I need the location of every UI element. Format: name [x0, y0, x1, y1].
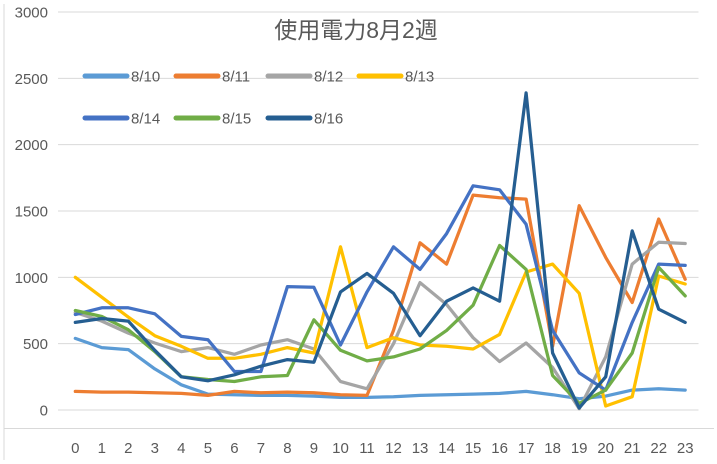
- series-line-8/13: [73, 245, 687, 408]
- series-line-8/14: [73, 184, 687, 392]
- y-tick-label-0: 0: [40, 403, 48, 420]
- y-tick-label-3000: 3000: [15, 5, 48, 22]
- x-tick-label-7: 7: [257, 440, 265, 457]
- legend-label-8/14: 8/14: [131, 111, 160, 128]
- legend-label-8/12: 8/12: [314, 69, 343, 86]
- x-tick-label-19: 19: [571, 440, 588, 457]
- x-tick-label-4: 4: [177, 440, 185, 457]
- x-tick-label-1: 1: [98, 440, 106, 457]
- legend-item-8/15[interactable]: 8/15: [173, 111, 251, 128]
- legend-item-8/11[interactable]: 8/11: [173, 69, 250, 86]
- legend-label-8/15: 8/15: [222, 111, 251, 128]
- x-tick-label-18: 18: [544, 440, 561, 457]
- legend-item-8/13[interactable]: 8/13: [356, 69, 434, 86]
- y-tick-label-1000: 1000: [15, 270, 48, 287]
- x-tick-label-22: 22: [650, 440, 667, 457]
- legend-label-8/11: 8/11: [222, 69, 250, 86]
- legend-label-8/13: 8/13: [405, 69, 434, 86]
- x-tick-label-0: 0: [71, 440, 79, 457]
- legend-item-8/12[interactable]: 8/12: [265, 69, 343, 86]
- y-tick-label-1500: 1500: [15, 204, 48, 221]
- x-tick-label-11: 11: [359, 440, 375, 457]
- x-tick-label-17: 17: [518, 440, 535, 457]
- legend-item-8/10[interactable]: 8/10: [82, 69, 160, 86]
- x-tick-label-2: 2: [124, 440, 132, 457]
- x-tick-label-3: 3: [151, 440, 159, 457]
- legend-item-8/14[interactable]: 8/14: [82, 111, 160, 128]
- y-tick-label-2500: 2500: [15, 71, 48, 88]
- x-tick-label-21: 21: [624, 440, 641, 457]
- x-tick-label-16: 16: [491, 440, 508, 457]
- series-lines: [73, 91, 687, 411]
- x-tick-label-12: 12: [385, 440, 402, 457]
- y-tick-label-500: 500: [23, 336, 48, 353]
- legend: 8/10 8/11 8/12 8/13 8/14 8/15 8/16: [82, 69, 434, 128]
- series-line-8/11: [73, 193, 687, 398]
- y-tick-label-2000: 2000: [15, 137, 48, 154]
- x-tick-label-9: 9: [310, 440, 318, 457]
- x-tick-label-6: 6: [230, 440, 238, 457]
- x-tick-label-8: 8: [283, 440, 291, 457]
- x-tick-label-20: 20: [597, 440, 614, 457]
- x-tick-label-5: 5: [204, 440, 212, 457]
- legend-item-8/16[interactable]: 8/16: [265, 111, 343, 128]
- x-tick-label-14: 14: [438, 440, 455, 457]
- x-tick-label-13: 13: [412, 440, 429, 457]
- x-tick-label-23: 23: [677, 440, 694, 457]
- legend-label-8/16: 8/16: [314, 111, 343, 128]
- series-line-8/16: [73, 91, 687, 410]
- x-tick-label-10: 10: [332, 440, 349, 457]
- chart-title: 使用電力8月2週: [274, 17, 438, 43]
- x-tick-label-15: 15: [465, 440, 482, 457]
- legend-label-8/10: 8/10: [131, 69, 160, 86]
